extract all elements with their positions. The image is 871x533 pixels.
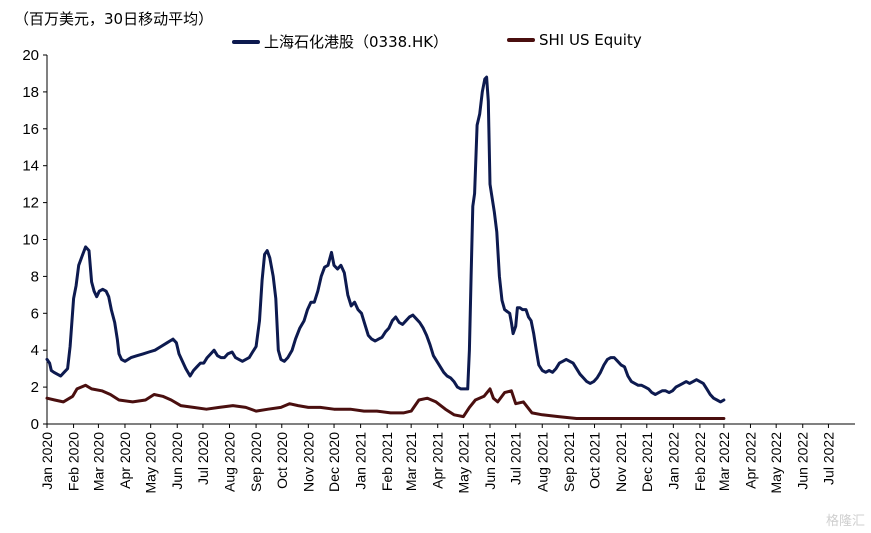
legend-label-0338hk: 上海石化港股（0338.HK） xyxy=(264,33,449,51)
x-tick-label: Oct 2020 xyxy=(274,432,290,489)
y-tick-label: 14 xyxy=(22,158,39,175)
x-tick-label: May 2021 xyxy=(455,432,471,494)
watermark: 格隆汇 xyxy=(825,514,865,529)
x-tick-label: Jan 2021 xyxy=(353,432,369,490)
legend-item-shi-us: SHI US Equity xyxy=(507,31,642,49)
x-tick-label: Mar 2020 xyxy=(90,432,106,491)
y-tick-label: 16 xyxy=(22,121,39,138)
x-tick-label: Sep 2021 xyxy=(561,432,577,492)
y-tick-label: 0 xyxy=(31,416,39,433)
x-tick-label: May 2022 xyxy=(768,432,784,494)
x-tick-label: Nov 2021 xyxy=(613,432,629,492)
series-line-shi-us xyxy=(45,383,726,420)
x-tick-label: Dec 2021 xyxy=(639,432,655,492)
x-tick-label: Apr 2021 xyxy=(430,432,446,489)
x-tick-label: Jul 2022 xyxy=(820,432,836,485)
x-tick-label: Mar 2021 xyxy=(403,432,419,491)
series-line-0338hk xyxy=(45,75,726,404)
x-tick-label: Aug 2020 xyxy=(222,432,238,492)
y-tick-label: 8 xyxy=(31,268,39,285)
x-tick-label: Jun 2020 xyxy=(169,432,185,490)
x-tick-label: Jul 2021 xyxy=(508,432,524,485)
x-tick-label: Jun 2021 xyxy=(482,432,498,490)
x-tick-label: Nov 2020 xyxy=(300,432,316,492)
x-tick-label: Jun 2022 xyxy=(795,432,811,490)
x-tick-label: Aug 2021 xyxy=(534,432,550,492)
x-tick-label: Feb 2020 xyxy=(66,432,82,491)
x-tick-label: Mar 2022 xyxy=(716,432,732,491)
y-tick-label: 10 xyxy=(22,232,39,249)
y-tick-label: 2 xyxy=(31,379,39,396)
y-tick-label: 12 xyxy=(22,195,39,212)
x-tick-label: Feb 2022 xyxy=(692,432,708,491)
x-tick-label: Jul 2020 xyxy=(195,432,211,485)
x-tick-label: Sep 2020 xyxy=(248,432,264,492)
x-tick-label: Oct 2021 xyxy=(587,432,603,489)
legend-swatch-0338hk xyxy=(232,39,260,44)
x-tick-label: Apr 2020 xyxy=(117,432,133,489)
x-tick-label: Feb 2021 xyxy=(379,432,395,491)
y-tick-label: 4 xyxy=(31,342,39,359)
x-tick-label: Jan 2022 xyxy=(665,432,681,490)
x-tick-label: Apr 2022 xyxy=(742,432,758,489)
y-tick-label: 6 xyxy=(31,305,39,322)
x-tick-label: Dec 2020 xyxy=(326,432,342,492)
x-tick-label: May 2020 xyxy=(143,432,159,494)
legend-item-0338hk: 上海石化港股（0338.HK） xyxy=(232,31,448,52)
unit-label: （百万美元，30日移动平均） xyxy=(14,10,214,28)
legend-label-shi-us: SHI US Equity xyxy=(539,31,642,49)
y-tick-label: 18 xyxy=(22,84,39,101)
x-tick-label: Jan 2020 xyxy=(39,432,55,490)
y-tick-label: 20 xyxy=(22,47,39,64)
legend-swatch-shi-us xyxy=(507,38,535,42)
